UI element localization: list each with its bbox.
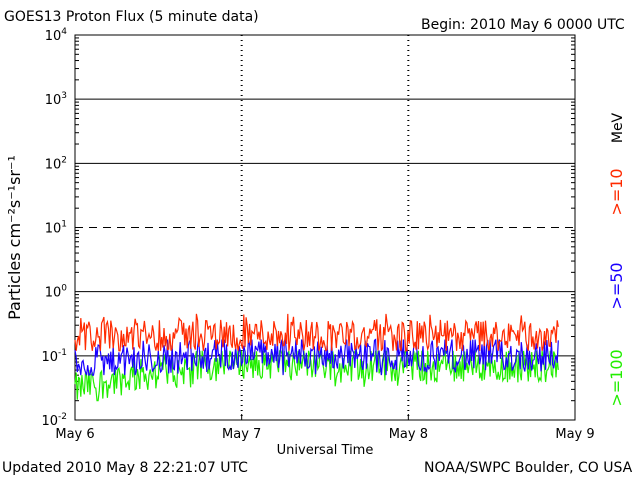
y-tick-label-1: 10-1 <box>41 348 67 365</box>
y-tick-label-6: 104 <box>45 27 68 44</box>
x-tick-label-1: May 7 <box>222 427 261 442</box>
y-tick-label-5: 103 <box>45 91 67 108</box>
source-credit: NOAA/SWPC Boulder, CO USA <box>424 460 633 476</box>
series-line-0 <box>74 313 559 352</box>
legend-unit: MeV <box>610 112 626 143</box>
legend-label-2: >=100 <box>607 349 626 406</box>
x-tick-label-2: May 8 <box>389 427 428 442</box>
begin-time: Begin: 2010 May 6 0000 UTC <box>421 17 625 33</box>
y-tick-label-0: 10-2 <box>41 412 67 429</box>
y-tick-label-2: 100 <box>45 284 68 301</box>
y-tick-label-3: 101 <box>45 220 67 237</box>
x-axis-label: Universal Time <box>277 443 374 458</box>
legend-label-1: >=50 <box>607 262 626 309</box>
series-line-1 <box>74 337 559 376</box>
x-tick-label-0: May 6 <box>55 427 94 442</box>
updated-timestamp: Updated 2010 May 8 22:21:07 UTC <box>2 460 248 476</box>
chart-title: GOES13 Proton Flux (5 minute data) <box>4 9 259 25</box>
y-tick-label-4: 102 <box>45 155 67 172</box>
x-tick-label-3: May 9 <box>555 427 594 442</box>
y-axis-label: Particles cm⁻²s⁻¹sr⁻¹ <box>5 155 24 320</box>
legend-label-0: >=10 <box>607 168 626 215</box>
